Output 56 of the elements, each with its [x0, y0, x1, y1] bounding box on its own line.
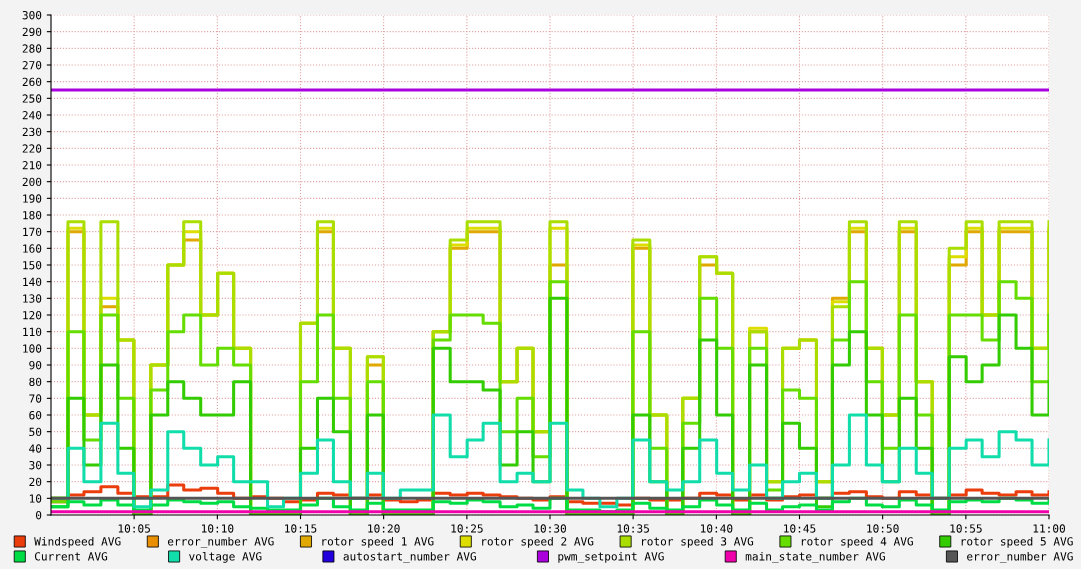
x-tick-label: 10:10 [201, 524, 234, 533]
y-tick-label: 50 [29, 427, 42, 437]
legend-label: pwm_setpoint AVG [558, 551, 664, 563]
legend-label: rotor speed 3 AVG [642, 536, 754, 548]
y-tick-label: 190 [23, 194, 42, 203]
y-tick-label: 210 [22, 161, 42, 170]
y-tick-label: 110 [23, 327, 42, 337]
legend-label: rotor speed 2 AVG [482, 536, 594, 548]
y-tick-label: 20 [29, 477, 42, 487]
y-tick-label: 230 [22, 127, 42, 137]
x-tick-label: 10:20 [368, 524, 400, 533]
x-tick-label: 10:40 [700, 524, 733, 533]
y-tick-label: 30 [29, 461, 42, 470]
legend-label: autostart_number AVG [343, 551, 476, 563]
legend-label: main_state_number AVG [745, 551, 885, 563]
legend-label: rotor speed 4 AVG [801, 536, 913, 548]
x-tick-label: 10:55 [950, 524, 982, 533]
x-tick-label: 11:00 [1033, 524, 1065, 533]
x-tick-label: 10:35 [617, 524, 649, 533]
y-tick-label: 130 [23, 294, 42, 303]
y-tick-label: 270 [22, 61, 42, 70]
y-tick-label: 140 [23, 277, 42, 287]
y-tick-label: 220 [22, 144, 42, 153]
y-tick-label: 240 [22, 111, 42, 120]
y-tick-label: 90 [29, 361, 42, 370]
y-tick-label: 120 [23, 311, 42, 320]
legend-label: error_number AVG [167, 536, 274, 548]
y-tick-label: 150 [23, 261, 42, 270]
x-tick-label: 10:45 [784, 524, 816, 533]
x-tick-label: 10:30 [534, 524, 566, 533]
y-tick-label: 250 [22, 94, 42, 103]
y-tick-label: 260 [22, 77, 42, 87]
legend-label: rotor speed 5 AVG [961, 536, 1073, 548]
legend-label: rotor speed 1 AVG [322, 536, 434, 548]
x-tick-label: 10:15 [285, 524, 317, 533]
y-tick-label: 280 [22, 44, 42, 53]
y-tick-label: 300 [22, 11, 42, 20]
y-tick-label: 180 [23, 211, 42, 220]
y-tick-label: 0 [36, 511, 42, 520]
y-tick-label: 290 [22, 27, 42, 37]
y-tick-label: 170 [23, 227, 42, 237]
legend-label: voltage AVG [189, 551, 262, 563]
legend-label: Windspeed AVG [34, 536, 121, 548]
x-tick-label: 10:25 [451, 524, 483, 533]
y-tick-label: 200 [22, 177, 42, 187]
legend-label: Current AVG [34, 552, 108, 561]
y-tick-label: 10 [29, 494, 42, 503]
y-tick-label: 40 [29, 444, 42, 453]
y-tick-label: 70 [29, 394, 42, 403]
legend-label: error_number AVG [967, 551, 1073, 563]
x-tick-label: 10:50 [867, 524, 899, 533]
y-tick-label: 160 [23, 244, 42, 253]
x-tick-label: 10:05 [118, 524, 150, 533]
y-tick-label: 80 [29, 377, 42, 387]
y-tick-label: 100 [23, 344, 42, 353]
y-tick-label: 60 [29, 411, 42, 420]
